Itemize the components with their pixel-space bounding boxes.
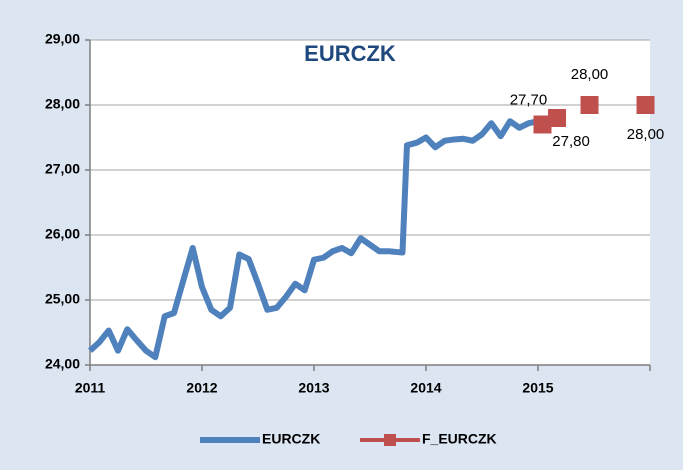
- legend-marker: [384, 434, 396, 446]
- plot-area: [90, 40, 650, 365]
- x-tick-label: 2011: [75, 380, 106, 396]
- y-tick-label: 27,00: [45, 161, 80, 177]
- chart-title: EURCZK: [304, 41, 396, 66]
- data-label: 27,70: [510, 91, 548, 108]
- x-tick-label: 2013: [298, 380, 329, 396]
- y-tick-label: 25,00: [45, 291, 80, 307]
- x-tick-label: 2012: [186, 380, 217, 396]
- marker: [533, 115, 552, 134]
- data-label: 28,00: [627, 126, 665, 143]
- data-label: 27,80: [552, 133, 590, 150]
- y-tick-label: 26,00: [45, 226, 80, 242]
- x-tick-label: 2014: [410, 380, 441, 396]
- data-label: 28,00: [571, 66, 609, 83]
- x-tick-label: 2015: [522, 380, 553, 396]
- y-tick-label: 28,00: [45, 96, 80, 112]
- line: [87, 118, 539, 361]
- y-tick-label: 24,00: [45, 356, 80, 372]
- legend-label: EURCZK: [262, 431, 320, 447]
- legend-label: F_EURCZK: [422, 431, 497, 447]
- marker: [580, 96, 599, 114]
- marker: [548, 109, 567, 127]
- marker: [636, 96, 655, 114]
- y-tick-label: 29,00: [45, 31, 80, 47]
